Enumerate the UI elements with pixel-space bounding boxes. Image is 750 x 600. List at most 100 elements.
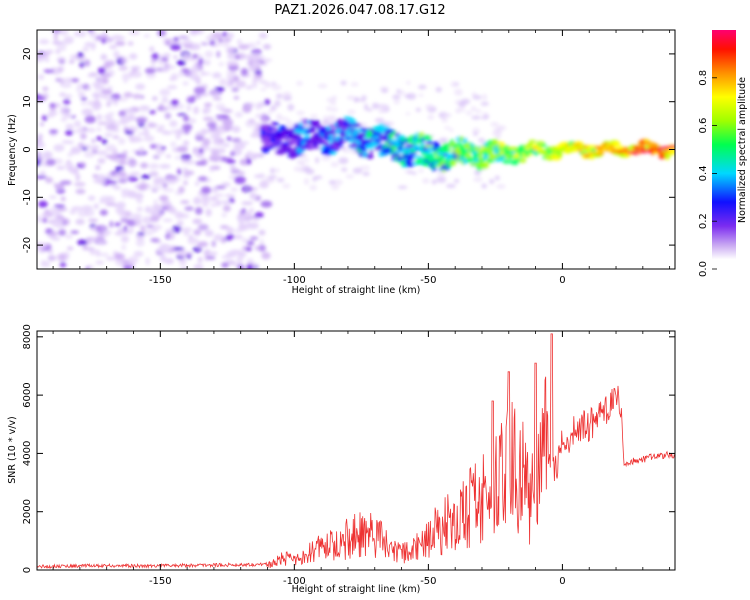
noise-blob xyxy=(143,34,151,38)
noise-blob xyxy=(260,87,267,92)
signal-blob xyxy=(313,119,321,126)
noise-blob xyxy=(249,236,259,241)
noise-blob xyxy=(209,39,216,46)
noise-blob xyxy=(152,155,160,159)
noise-blob xyxy=(332,95,337,101)
noise-blob xyxy=(246,150,253,158)
noise-blob xyxy=(478,138,485,143)
noise-blob xyxy=(147,122,158,128)
noise-blob xyxy=(247,65,257,72)
noise-blob xyxy=(213,86,226,91)
noise-blob xyxy=(238,171,246,176)
noise-blob xyxy=(293,166,300,172)
noise-blob xyxy=(96,114,103,121)
noise-blob xyxy=(215,185,227,189)
noise-blob xyxy=(60,118,67,122)
noise-blob xyxy=(219,78,227,86)
snr-ytick-label: 4000 xyxy=(22,441,33,466)
noise-blob xyxy=(122,73,130,77)
noise-blob xyxy=(95,260,105,265)
noise-blob xyxy=(42,217,47,224)
noise-blob xyxy=(76,87,81,92)
noise-blob xyxy=(45,176,53,184)
noise-blob xyxy=(159,164,171,169)
noise-blob xyxy=(42,86,49,91)
noise-blob xyxy=(173,247,184,251)
noise-blob xyxy=(37,133,43,140)
noise-blob xyxy=(163,53,171,58)
noise-blob xyxy=(60,196,66,202)
noise-blob xyxy=(262,58,273,62)
noise-blob xyxy=(53,144,65,152)
noise-blob xyxy=(104,114,113,120)
signal-blob xyxy=(510,151,516,155)
noise-blob xyxy=(203,249,211,257)
noise-blob xyxy=(167,85,178,90)
noise-blob xyxy=(204,50,214,58)
noise-blob xyxy=(333,179,343,186)
noise-blob xyxy=(48,110,58,116)
noise-blob xyxy=(200,186,212,195)
noise-blob xyxy=(71,206,83,211)
signal-blob xyxy=(528,139,537,144)
noise-blob xyxy=(127,156,135,161)
noise-blob xyxy=(374,118,385,123)
noise-blob xyxy=(253,174,264,179)
noise-blob xyxy=(186,253,192,260)
noise-blob xyxy=(89,30,97,38)
noise-blob xyxy=(146,224,154,228)
noise-blob xyxy=(87,73,98,78)
noise-blob xyxy=(37,175,47,179)
signal-blob xyxy=(272,127,278,132)
noise-blob xyxy=(115,36,126,40)
noise-blob xyxy=(149,46,155,53)
noise-blob xyxy=(55,77,61,82)
noise-blob xyxy=(181,68,189,73)
noise-blob xyxy=(261,251,271,260)
signal-blob xyxy=(466,157,474,163)
signal-blob xyxy=(399,140,405,146)
noise-blob xyxy=(64,162,74,168)
noise-blob xyxy=(41,151,54,159)
signal-blob xyxy=(556,151,563,158)
noise-blob xyxy=(418,93,424,97)
noise-blob xyxy=(104,60,116,67)
snr-ytick-label: 0 xyxy=(22,567,33,573)
noise-blob xyxy=(69,209,77,215)
noise-blob xyxy=(92,174,98,178)
noise-blob xyxy=(176,146,188,153)
noise-blob xyxy=(101,77,109,85)
noise-blob xyxy=(260,200,273,208)
noise-blob xyxy=(115,40,126,47)
signal-blob xyxy=(274,122,280,126)
noise-blob xyxy=(236,214,242,220)
noise-blob xyxy=(179,266,189,269)
noise-blob xyxy=(100,73,112,78)
signal-blob xyxy=(469,143,474,147)
noise-blob xyxy=(186,160,195,165)
noise-blob xyxy=(236,39,242,45)
noise-blob xyxy=(158,124,166,130)
noise-blob xyxy=(427,114,435,120)
noise-blob xyxy=(65,129,74,136)
noise-blob xyxy=(475,109,482,114)
noise-blob xyxy=(96,239,108,245)
noise-blob xyxy=(259,244,266,252)
noise-blob xyxy=(352,167,363,174)
signal-blob xyxy=(612,140,620,148)
noise-blob xyxy=(40,259,46,267)
noise-blob xyxy=(131,213,143,218)
noise-blob xyxy=(122,150,128,155)
noise-blob xyxy=(178,186,185,194)
noise-blob xyxy=(364,103,369,111)
noise-blob xyxy=(91,138,96,143)
noise-blob xyxy=(49,129,59,134)
signal-blob xyxy=(359,147,368,152)
noise-blob xyxy=(61,115,73,119)
noise-blob xyxy=(225,81,235,88)
noise-blob xyxy=(187,237,199,245)
noise-blob xyxy=(37,142,47,148)
noise-blob xyxy=(246,258,254,263)
noise-blob xyxy=(71,78,80,83)
